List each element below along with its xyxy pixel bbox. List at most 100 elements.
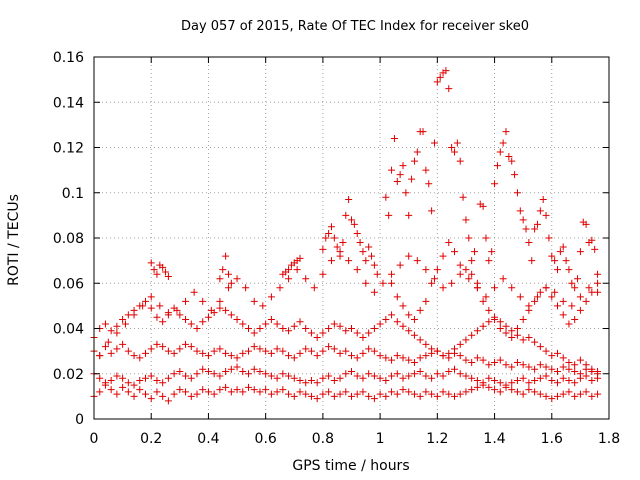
data-point: [390, 134, 398, 142]
data-point: [545, 234, 553, 242]
data-point: [147, 304, 155, 312]
data-point: [479, 297, 487, 305]
data-point: [376, 374, 384, 382]
data-point: [410, 390, 418, 398]
data-point: [319, 270, 327, 278]
data-point: [485, 318, 493, 326]
data-point: [193, 325, 201, 332]
data-point: [499, 139, 507, 147]
data-point: [176, 367, 184, 375]
data-point: [310, 284, 318, 292]
data-point: [222, 383, 230, 391]
data-point: [273, 374, 281, 382]
data-point: [505, 153, 513, 161]
data-point: [508, 334, 516, 342]
data-point: [210, 390, 218, 398]
data-point: [245, 347, 252, 355]
data-point: [290, 354, 298, 362]
y-tick-label: 0.12: [53, 141, 84, 157]
data-point: [513, 358, 521, 366]
data-point: [539, 196, 547, 204]
data-point: [359, 248, 367, 256]
data-point: [562, 257, 570, 265]
data-point: [256, 388, 264, 396]
data-point: [365, 392, 373, 400]
data-point: [348, 392, 355, 400]
data-point: [405, 372, 413, 380]
data-point: [224, 284, 232, 292]
data-point: [290, 374, 298, 382]
data-point: [245, 383, 252, 391]
data-point: [531, 338, 539, 346]
data-point: [405, 311, 413, 319]
data-point: [219, 266, 227, 274]
data-point: [559, 297, 567, 305]
data-point: [422, 388, 430, 396]
data-point: [416, 392, 424, 400]
data-point: [525, 334, 533, 342]
data-point: [465, 275, 473, 283]
data-point: [536, 361, 544, 369]
data-point: [479, 379, 487, 387]
data-point: [359, 334, 367, 342]
data-point: [413, 257, 421, 265]
data-point: [513, 331, 521, 339]
data-point: [113, 390, 121, 398]
data-point: [150, 266, 158, 274]
data-point: [582, 388, 590, 396]
data-point: [368, 252, 376, 260]
data-point: [393, 318, 401, 326]
data-point: [468, 374, 476, 382]
data-point: [262, 320, 270, 328]
data-point: [319, 245, 327, 253]
data-point: [496, 318, 504, 326]
data-point: [508, 386, 516, 394]
data-point: [439, 252, 447, 260]
data-point: [136, 354, 144, 362]
data-point: [290, 322, 298, 330]
data-point: [565, 358, 573, 366]
x-tick-label: 1.8: [598, 431, 620, 447]
y-tick-label: 0.1: [62, 186, 84, 202]
data-point: [233, 275, 241, 283]
data-point: [508, 363, 516, 371]
y-tick-label: 0.06: [53, 276, 84, 292]
data-point: [468, 386, 476, 394]
data-point: [267, 315, 275, 323]
data-point: [393, 293, 401, 301]
data-point: [376, 352, 384, 360]
data-point: [262, 370, 270, 378]
data-point: [388, 372, 396, 380]
data-point: [491, 386, 499, 394]
data-point: [410, 331, 418, 339]
data-point: [574, 275, 582, 283]
data-point: [285, 390, 293, 398]
data-point: [422, 340, 430, 348]
data-point: [513, 388, 521, 396]
data-point: [222, 349, 230, 357]
data-point: [554, 392, 561, 400]
data-point: [302, 275, 310, 283]
data-point: [216, 275, 224, 283]
data-point: [536, 207, 544, 215]
data-point: [382, 193, 390, 201]
data-point: [462, 356, 470, 364]
data-point: [162, 268, 170, 276]
data-point: [554, 367, 561, 375]
data-point: [333, 243, 341, 251]
data-point: [276, 284, 284, 292]
data-point: [159, 343, 167, 351]
data-point: [285, 266, 293, 274]
data-point: [345, 196, 353, 204]
data-point: [370, 372, 378, 380]
data-point: [594, 270, 602, 278]
data-point: [124, 347, 132, 355]
data-point: [153, 270, 161, 278]
data-point: [285, 352, 293, 360]
data-point: [113, 329, 121, 337]
y-axis-label: ROTI / TECUs: [6, 194, 22, 286]
data-point: [353, 229, 361, 237]
data-point: [402, 189, 410, 197]
data-point: [147, 345, 155, 353]
data-point: [468, 358, 476, 366]
